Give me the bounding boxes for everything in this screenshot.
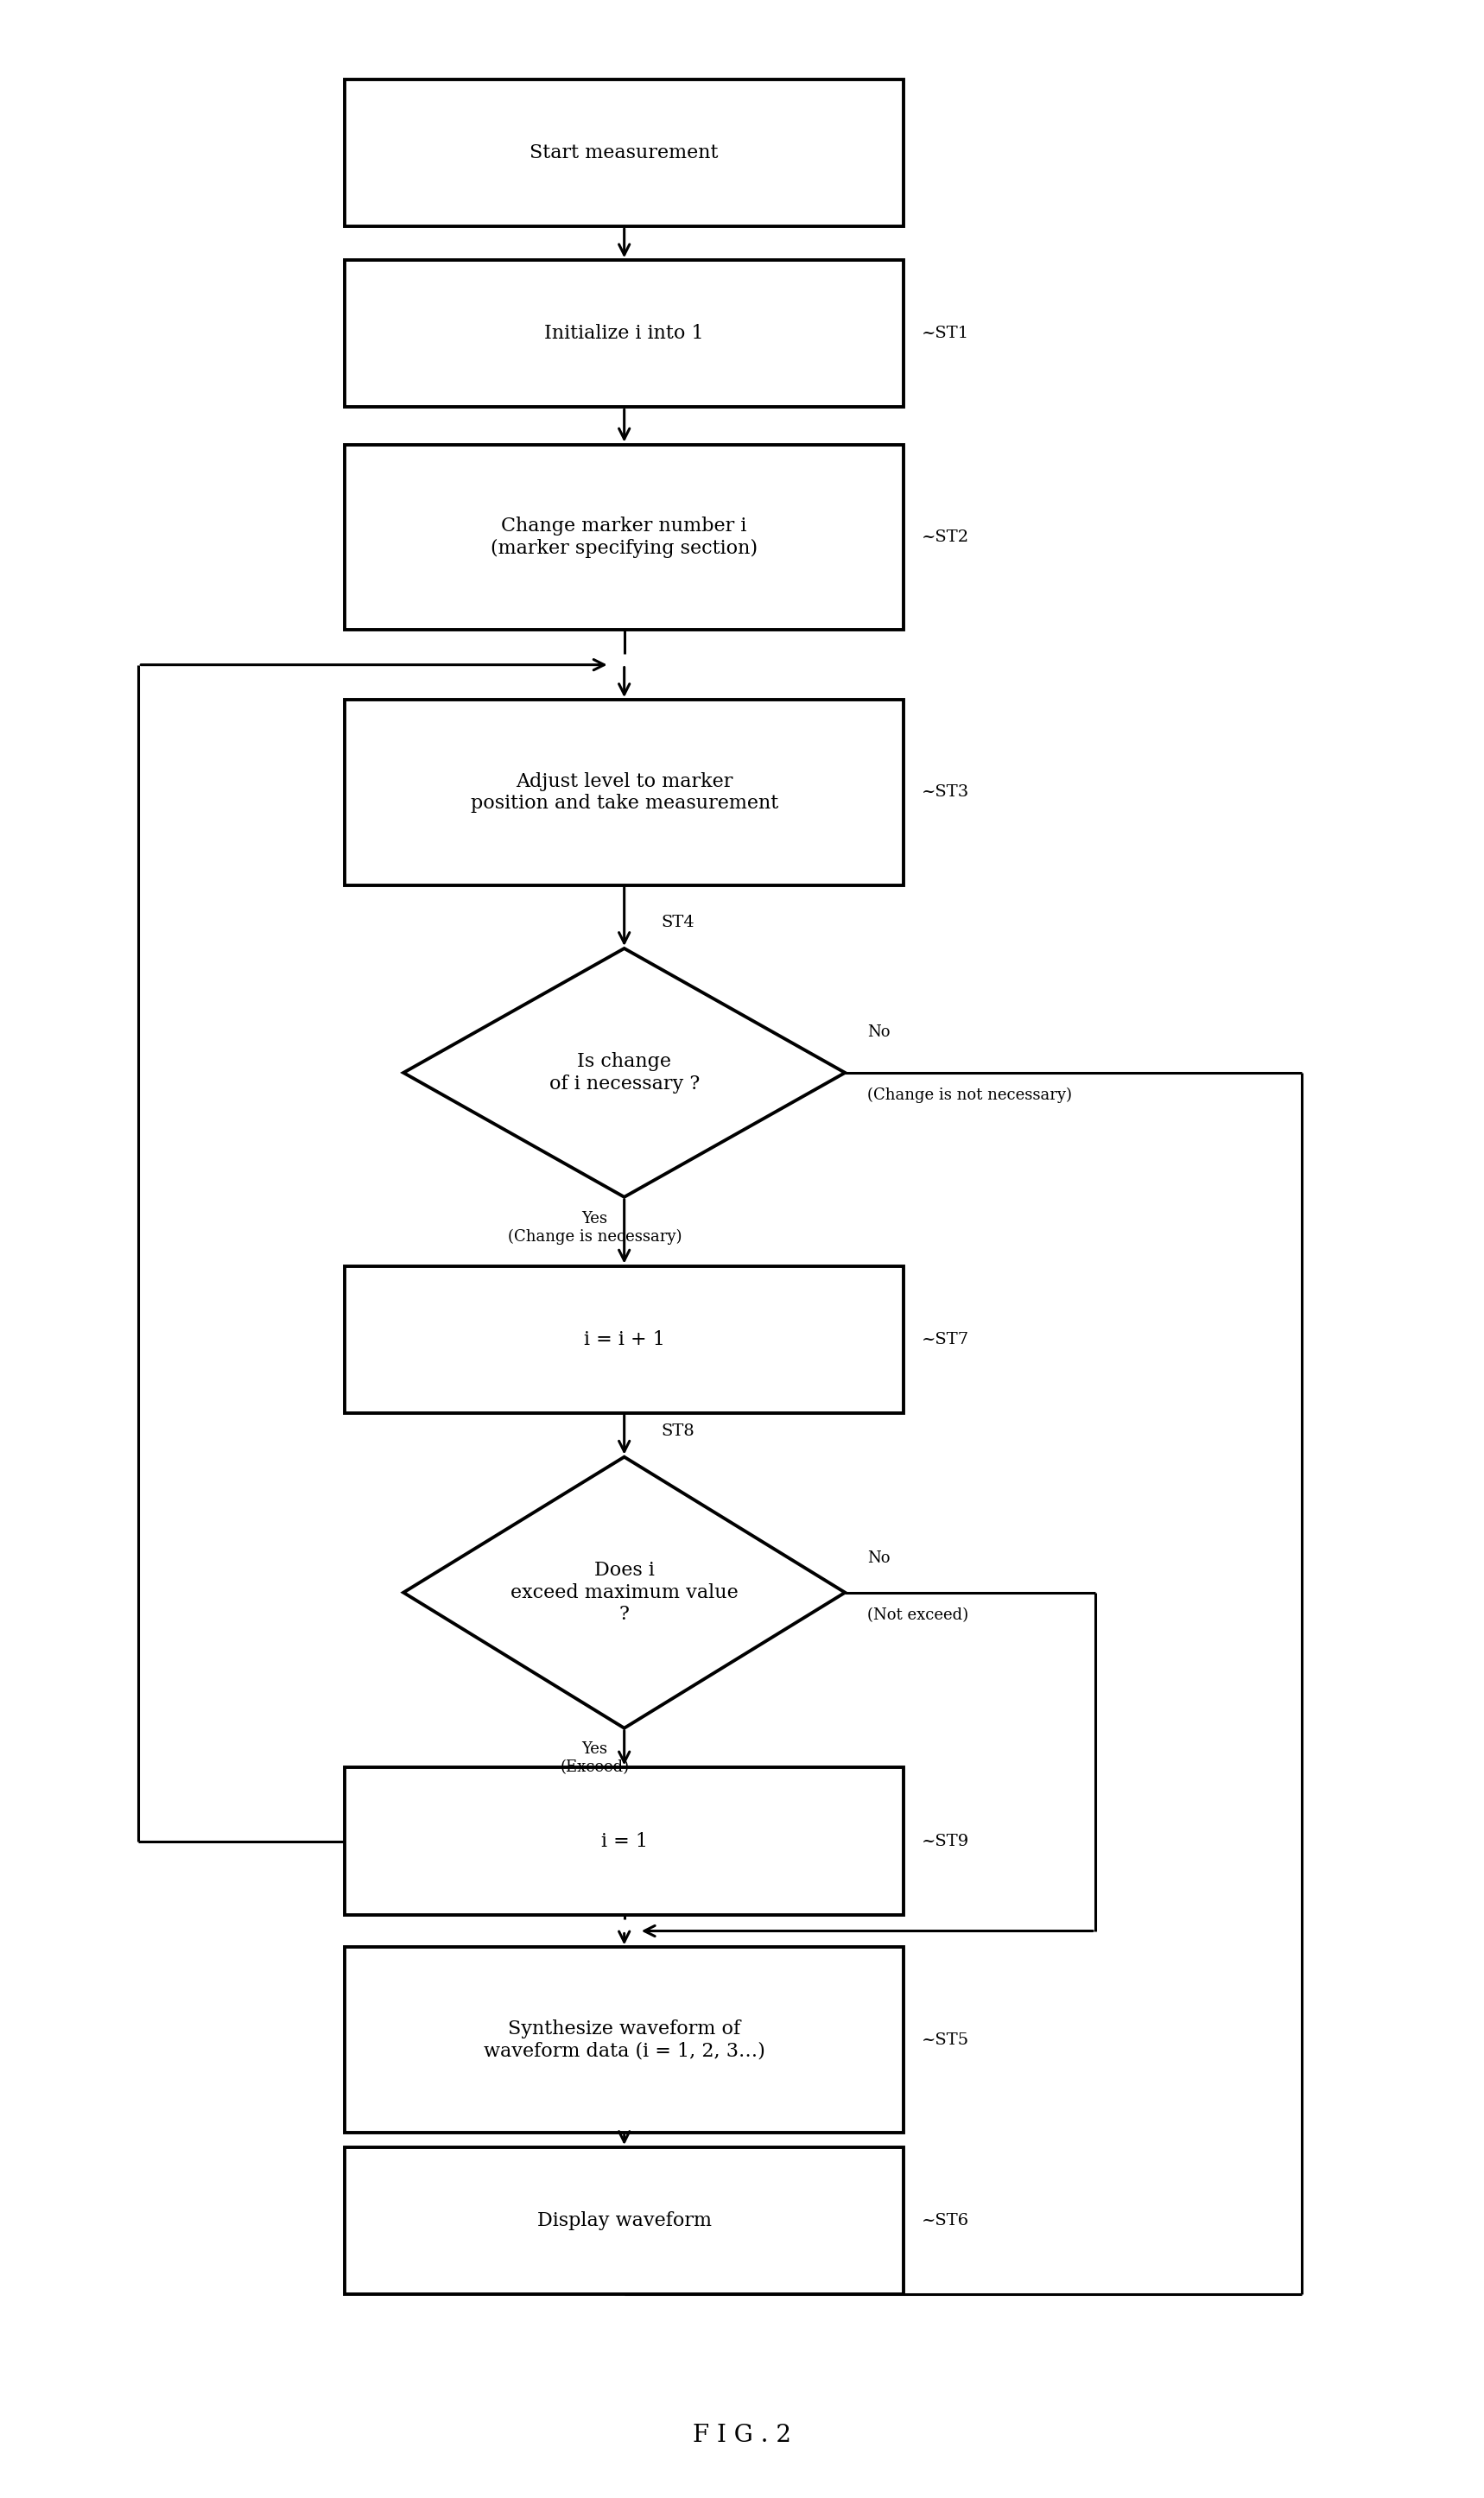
Text: (Change is not necessary): (Change is not necessary) <box>867 1087 1071 1104</box>
Text: i = 1: i = 1 <box>601 1831 647 1851</box>
Text: ~ST7: ~ST7 <box>922 1331 969 1346</box>
FancyBboxPatch shape <box>344 445 904 629</box>
Text: Synthesize waveform of
waveform data (i = 1, 2, 3…): Synthesize waveform of waveform data (i … <box>484 2018 764 2061</box>
Text: ST8: ST8 <box>660 1424 695 1439</box>
Text: (Not exceed): (Not exceed) <box>867 1606 968 1624</box>
Text: Yes
(Exceed): Yes (Exceed) <box>559 1741 629 1776</box>
Text: i = i + 1: i = i + 1 <box>583 1329 665 1349</box>
Polygon shape <box>404 1456 844 1729</box>
Text: Start measurement: Start measurement <box>530 142 718 162</box>
Text: Initialize i into 1: Initialize i into 1 <box>545 325 703 342</box>
Text: F I G . 2: F I G . 2 <box>693 2423 791 2448</box>
FancyBboxPatch shape <box>344 1948 904 2133</box>
FancyBboxPatch shape <box>344 1266 904 1414</box>
FancyBboxPatch shape <box>344 80 904 227</box>
Text: Change marker number i
(marker specifying section): Change marker number i (marker specifyin… <box>491 517 758 557</box>
Text: Does i
exceed maximum value
?: Does i exceed maximum value ? <box>510 1561 738 1624</box>
Text: ~ST2: ~ST2 <box>922 530 969 545</box>
Text: ~ST6: ~ST6 <box>922 2213 969 2228</box>
Polygon shape <box>404 949 844 1197</box>
Text: No: No <box>867 1551 890 1566</box>
Text: ~ST1: ~ST1 <box>922 325 969 342</box>
FancyBboxPatch shape <box>344 699 904 884</box>
Text: ~ST9: ~ST9 <box>922 1834 969 1849</box>
Text: Yes
(Change is necessary): Yes (Change is necessary) <box>508 1212 681 1244</box>
Text: ST4: ST4 <box>660 914 695 929</box>
FancyBboxPatch shape <box>344 260 904 407</box>
Text: Adjust level to marker
position and take measurement: Adjust level to marker position and take… <box>470 772 778 812</box>
Text: Display waveform: Display waveform <box>537 2211 711 2231</box>
Text: ~ST3: ~ST3 <box>922 784 969 799</box>
FancyBboxPatch shape <box>344 2148 904 2293</box>
Text: ~ST5: ~ST5 <box>922 2033 969 2048</box>
Text: No: No <box>867 1024 890 1039</box>
FancyBboxPatch shape <box>344 1769 904 1913</box>
Text: Is change
of i necessary ?: Is change of i necessary ? <box>549 1052 699 1094</box>
